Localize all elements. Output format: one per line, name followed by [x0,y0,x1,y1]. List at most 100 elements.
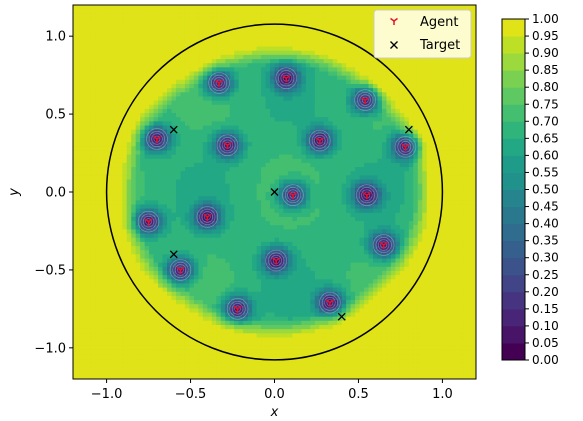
heatmap-cell [104,349,110,355]
heatmap-cell [171,291,177,297]
heatmap-cell [247,142,253,147]
heatmap-cell [184,133,191,139]
heatmap-cell [180,370,186,376]
heatmap-cell [95,179,101,185]
heatmap-cell [86,46,92,52]
heatmap-cell [184,42,191,48]
heatmap-cell [247,38,253,43]
heatmap-cell [247,167,253,172]
heatmap-cell [252,150,258,156]
heatmap-cell [108,349,114,355]
heatmap-cell [149,121,155,127]
heatmap-cell [278,275,285,280]
heatmap-cell [283,29,289,35]
heatmap-cell [99,304,105,309]
heatmap-cell [113,150,119,156]
heatmap-cell [207,366,213,372]
heatmap-cell [108,291,114,297]
heatmap-cell [184,96,191,102]
heatmap-cell [261,349,267,355]
heatmap-cell [238,75,244,81]
heatmap-cell [81,266,88,272]
heatmap-cell [162,229,168,235]
heatmap-cell [261,192,267,197]
heatmap-cell [265,5,271,10]
heatmap-cell [229,146,235,152]
heatmap-cell [81,13,88,19]
heatmap-cell [274,212,280,218]
heatmap-cell [216,324,222,330]
heatmap-cell [99,204,105,210]
heatmap-cell [153,354,159,359]
heatmap-cell [274,304,280,309]
heatmap-cell [261,275,267,280]
heatmap-cell [184,270,191,276]
heatmap-cell [158,34,164,39]
heatmap-cell [265,158,271,164]
heatmap-cell [256,275,262,280]
heatmap-cell [158,96,164,102]
heatmap-cell [158,300,164,305]
heatmap-cell [243,179,249,185]
heatmap-cell [184,137,191,143]
heatmap-cell [278,291,285,297]
heatmap-cell [261,67,267,73]
heatmap-cell [238,13,244,19]
heatmap-cell [193,113,199,118]
heatmap-cell [99,104,105,110]
heatmap-cell [86,179,92,185]
heatmap-cell [305,283,311,289]
heatmap-cell [261,370,267,376]
heatmap-cell [140,63,146,68]
heatmap-cell [184,366,191,372]
heatmap-cell [108,266,114,272]
heatmap-cell [301,329,307,334]
heatmap-cell [270,283,276,289]
heatmap-cell [95,38,101,43]
heatmap-cell [117,237,123,243]
heatmap-cell [99,13,105,19]
heatmap-cell [149,295,155,301]
heatmap-cell [77,246,83,251]
heatmap-cell [198,354,204,359]
heatmap-cell [270,137,276,143]
heatmap-cell [131,320,137,326]
heatmap-cell [90,345,96,351]
heatmap-cell [131,216,137,222]
heatmap-cell [283,63,289,68]
heatmap-cell [296,366,302,372]
heatmap-cell [243,38,249,43]
heatmap-cell [122,225,128,230]
heatmap-cell [122,154,128,160]
heatmap-cell [278,137,285,143]
heatmap-cell [90,171,96,176]
heatmap-cell [122,212,128,218]
heatmap-cell [292,246,298,251]
heatmap-cell [207,113,213,118]
heatmap-cell [243,266,249,272]
heatmap-cell [171,341,177,347]
heatmap-cell [162,54,168,60]
heatmap-cell [287,304,294,309]
heatmap-cell [220,92,226,98]
heatmap-cell [175,133,182,139]
heatmap-cell [292,63,298,68]
heatmap-cell [296,266,302,272]
heatmap-cell [189,258,195,264]
heatmap-cell [180,254,186,260]
heatmap-cell [211,229,217,235]
heatmap-cell [243,71,249,77]
heatmap-cell [86,204,92,210]
heatmap-cell [301,158,307,164]
heatmap-cell [265,291,271,297]
heatmap-cell [95,324,101,330]
heatmap-cell [211,204,217,210]
heatmap-cell [171,100,177,106]
heatmap-cell [202,158,208,164]
heatmap-cell [243,291,249,297]
heatmap-cell [202,129,208,135]
heatmap-cell [252,366,258,372]
heatmap-cell [202,13,208,19]
heatmap-cell [108,175,114,181]
heatmap-cell [126,233,132,239]
